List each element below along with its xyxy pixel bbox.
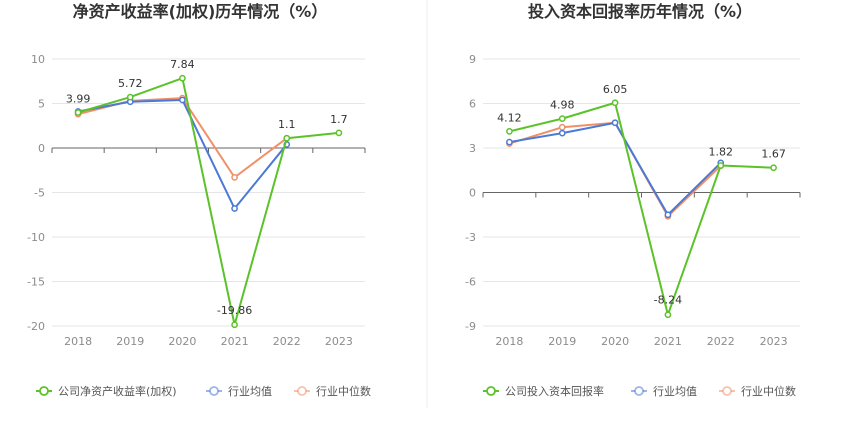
y-tick-label: 0 — [38, 142, 45, 155]
y-tick-label: -15 — [27, 276, 45, 289]
y-tick-label: -5 — [34, 187, 45, 200]
series-point — [611, 99, 619, 107]
data-label: 3.99 — [66, 92, 91, 105]
series-point — [717, 162, 725, 169]
legend-label[interactable]: 公司净资产收益率(加权) — [58, 384, 177, 398]
series-point — [179, 96, 186, 104]
data-label: 1.7 — [330, 113, 348, 126]
series-line — [509, 101, 774, 316]
legend-label[interactable]: 行业中位数 — [316, 384, 371, 398]
series-point — [231, 174, 238, 181]
x-tick-label: 2018 — [495, 335, 523, 348]
data-label: 1.1 — [278, 118, 296, 131]
y-tick-label: 6 — [469, 98, 476, 111]
data-label: -19.86 — [217, 304, 252, 317]
series-line — [77, 77, 340, 326]
series-point — [664, 211, 672, 219]
y-tick-label: 9 — [469, 53, 476, 66]
legend-label[interactable]: 行业均值 — [228, 385, 272, 398]
x-tick-label: 2018 — [64, 335, 92, 348]
series-point — [231, 321, 238, 329]
legend-marker[interactable] — [634, 386, 644, 396]
y-tick-label: -10 — [27, 231, 45, 244]
series-point — [506, 138, 513, 146]
y-tick-label: 5 — [38, 98, 45, 111]
y-tick-label: 0 — [469, 187, 476, 200]
x-tick-label: 2019 — [116, 335, 144, 348]
y-tick-label: 10 — [31, 53, 45, 66]
series-point — [283, 134, 291, 142]
x-tick-label: 2022 — [707, 335, 735, 348]
series-point — [179, 74, 186, 82]
x-tick-label: 2021 — [221, 335, 249, 348]
data-label: 7.84 — [170, 58, 195, 71]
legend-label[interactable]: 行业均值 — [653, 385, 697, 398]
series-point — [74, 109, 82, 116]
series-point — [558, 123, 566, 131]
y-tick-label: -3 — [465, 231, 476, 244]
y-tick-label: 3 — [469, 142, 476, 155]
legend-marker[interactable] — [209, 386, 219, 396]
x-tick-label: 2023 — [325, 335, 353, 348]
legend-marker[interactable] — [39, 386, 49, 396]
chart-title: 投入资本回报率历年情况（%） — [528, 2, 752, 21]
x-tick-label: 2020 — [168, 335, 196, 348]
series-point — [558, 115, 566, 122]
data-label: 4.12 — [497, 111, 522, 124]
legend-label[interactable]: 行业中位数 — [741, 384, 796, 398]
y-tick-label: -9 — [465, 320, 476, 333]
data-label: 6.05 — [603, 83, 628, 96]
data-label: 1.82 — [709, 146, 734, 159]
x-tick-label: 2020 — [601, 335, 629, 348]
x-tick-label: 2021 — [654, 335, 682, 348]
chart-title: 净资产收益率(加权)历年情况（%） — [73, 2, 328, 21]
legend-marker[interactable] — [722, 386, 732, 396]
x-tick-label: 2023 — [760, 335, 788, 348]
y-tick-label: -20 — [27, 320, 45, 333]
legend-label[interactable]: 公司投入资本回报率 — [505, 384, 604, 398]
y-tick-label: -6 — [465, 276, 476, 289]
data-label: -8.24 — [654, 294, 682, 307]
data-label: 4.98 — [550, 99, 575, 112]
x-tick-label: 2019 — [548, 335, 576, 348]
series-point — [126, 93, 134, 101]
x-tick-label: 2022 — [273, 335, 301, 348]
legend-marker[interactable] — [486, 386, 496, 396]
series-point — [770, 164, 777, 172]
series-line — [77, 97, 288, 179]
series-point — [335, 129, 343, 137]
series-point — [231, 205, 238, 212]
series-point — [506, 128, 513, 135]
legend-marker[interactable] — [297, 386, 307, 396]
series-point — [611, 119, 619, 127]
data-label: 1.67 — [761, 148, 786, 161]
series-point — [558, 129, 566, 137]
series-line — [509, 121, 722, 216]
series-point — [664, 311, 672, 319]
data-label: 5.72 — [118, 77, 143, 90]
